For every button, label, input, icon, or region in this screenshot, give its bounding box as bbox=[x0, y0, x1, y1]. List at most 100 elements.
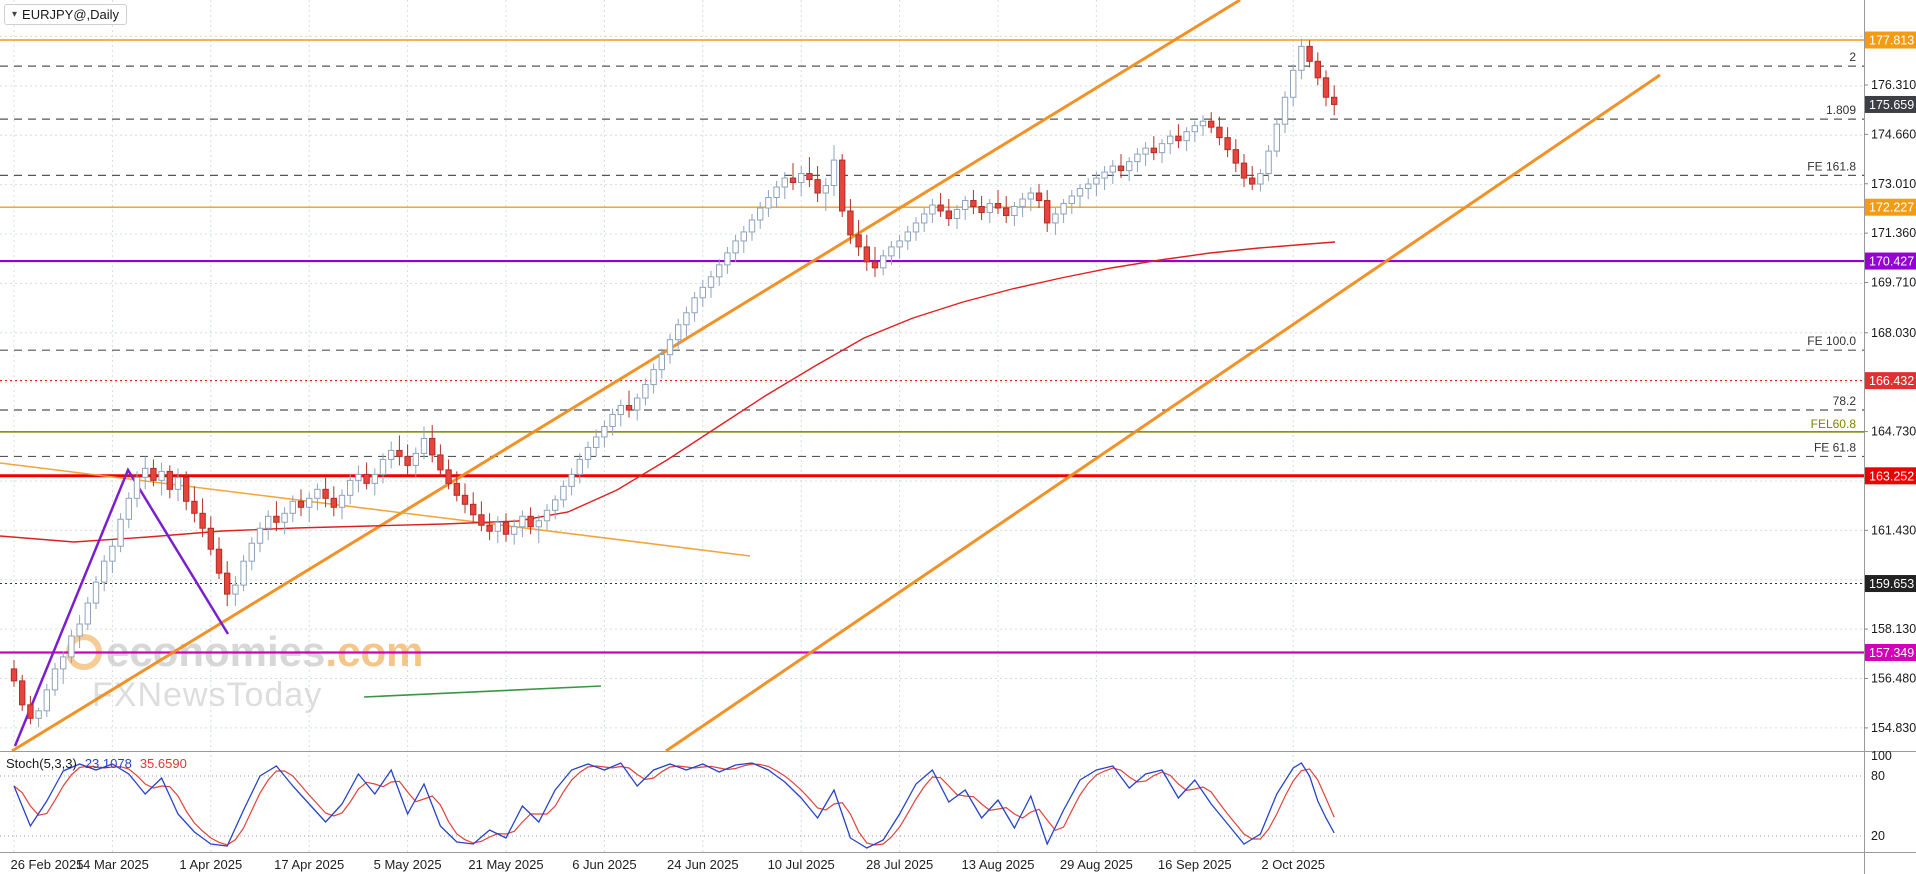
candle-body bbox=[363, 473, 370, 484]
candle-body bbox=[1199, 120, 1207, 127]
candle-body bbox=[978, 206, 985, 213]
candle-body bbox=[986, 203, 993, 213]
candle-body bbox=[232, 584, 239, 595]
candle-body bbox=[650, 369, 657, 386]
price-axis[interactable]: 176.310 174.660 173.010 171.360 169.710 168.0… bbox=[1864, 31, 1916, 735]
price-level-box-label: 172.227 bbox=[1869, 201, 1914, 215]
price-tick-label: 156.480 bbox=[1871, 671, 1916, 685]
svg-text:FXNewsToday: FXNewsToday bbox=[92, 676, 322, 714]
candle-body bbox=[732, 240, 739, 254]
candle-body bbox=[1281, 96, 1289, 125]
symbol-text: EURJPY@,Daily bbox=[22, 7, 120, 22]
candle-body bbox=[84, 602, 91, 625]
candle-body bbox=[1249, 177, 1256, 185]
price-tick-label: 174.660 bbox=[1871, 127, 1916, 141]
candle-body bbox=[716, 264, 723, 278]
candle-body bbox=[1167, 135, 1174, 145]
price-level-box bbox=[1865, 467, 1916, 485]
candle-body bbox=[724, 252, 731, 266]
candle-body bbox=[535, 520, 542, 528]
price-level-box bbox=[1865, 643, 1916, 661]
date-tick-label: 14 Mar 2025 bbox=[75, 857, 149, 872]
price-level-box-label: 177.813 bbox=[1869, 34, 1914, 48]
grid bbox=[0, 0, 1864, 852]
candle-body bbox=[445, 469, 452, 484]
price-level-box bbox=[1865, 198, 1916, 216]
candle-body bbox=[470, 503, 477, 516]
candle-body bbox=[166, 470, 174, 490]
price-tick-label: 168.030 bbox=[1871, 326, 1916, 340]
candle-body bbox=[953, 208, 961, 219]
price-level-box-label: 159.653 bbox=[1869, 577, 1914, 591]
candle-body bbox=[1290, 69, 1297, 98]
candle-body bbox=[1306, 45, 1313, 62]
candle-body bbox=[453, 482, 461, 496]
candle-body bbox=[1011, 206, 1018, 216]
stoch-panel[interactable] bbox=[0, 762, 1864, 849]
candle-body bbox=[322, 488, 329, 499]
candle-body bbox=[27, 704, 34, 719]
stoch-tick-label: 80 bbox=[1871, 769, 1885, 783]
candle-body bbox=[830, 159, 838, 187]
candle-body bbox=[43, 689, 50, 712]
price-level-box-label: 170.427 bbox=[1869, 255, 1914, 269]
candle-body bbox=[658, 354, 665, 371]
symbol-label[interactable]: ▾ EURJPY@,Daily bbox=[4, 4, 128, 25]
candle-body bbox=[1208, 120, 1215, 128]
stoch-indicator-label: Stoch(5,3,3) 23.1078 35.6590 bbox=[6, 756, 187, 771]
fibonacci-expansion-lines: 2 1.809 FE 161.8 FE 100.0 78.2 FE 61.8 FEL60.8 bbox=[0, 50, 1864, 458]
candle-body bbox=[1175, 135, 1182, 142]
candle-body bbox=[584, 446, 592, 460]
candle-body bbox=[68, 635, 75, 658]
price-level-box-label: 175.659 bbox=[1869, 98, 1914, 112]
candle-body bbox=[675, 324, 682, 341]
candle-body bbox=[773, 186, 780, 199]
chart-type-icon: ▾ bbox=[12, 9, 18, 20]
fib-level-label: 1.809 bbox=[1826, 103, 1856, 117]
candle-body bbox=[1134, 153, 1141, 163]
candle-body bbox=[552, 499, 559, 511]
ascending-channel-lower bbox=[665, 73, 1661, 753]
candle-body bbox=[1126, 161, 1133, 172]
candle-body bbox=[330, 497, 338, 508]
candle-body bbox=[839, 159, 846, 212]
candle-body bbox=[51, 668, 59, 691]
candles bbox=[10, 38, 1338, 728]
candle-body bbox=[962, 200, 969, 210]
candle-body bbox=[1158, 143, 1166, 154]
candle-body bbox=[297, 500, 305, 508]
candle-body bbox=[699, 286, 706, 299]
candle-body bbox=[35, 710, 42, 719]
candle-body bbox=[568, 473, 575, 487]
candle-body bbox=[757, 207, 764, 221]
candle-body bbox=[1093, 177, 1100, 185]
candle-body bbox=[1019, 198, 1026, 208]
candle-body bbox=[863, 246, 870, 263]
candle-body bbox=[511, 526, 518, 535]
candle-body bbox=[215, 548, 223, 574]
stoch-axis[interactable]: 100 80 20 bbox=[1871, 749, 1892, 843]
date-tick-label: 21 May 2025 bbox=[468, 857, 544, 872]
candle-body bbox=[437, 454, 444, 471]
price-tick-label: 164.730 bbox=[1871, 425, 1916, 439]
candle-body bbox=[798, 173, 805, 184]
candle-body bbox=[142, 467, 149, 478]
time-axis[interactable]: 26 Feb 2025 14 Mar 2025 1 Apr 2025 17 Apr 2… bbox=[0, 853, 1916, 874]
price-tick-label: 161.430 bbox=[1871, 523, 1916, 537]
fib-olive-label: FEL60.8 bbox=[1811, 417, 1857, 431]
candle-body bbox=[847, 210, 854, 236]
candle-body bbox=[970, 200, 977, 208]
dotted-levels bbox=[0, 380, 1864, 585]
candle-body bbox=[806, 173, 813, 181]
candle-body bbox=[921, 213, 928, 224]
candle-body bbox=[593, 436, 600, 448]
candle-body bbox=[748, 219, 756, 233]
candle-body bbox=[642, 384, 649, 399]
candle-body bbox=[1101, 171, 1108, 179]
candle-body bbox=[101, 560, 108, 583]
candle-body bbox=[199, 512, 206, 529]
candle-body bbox=[1109, 165, 1116, 173]
price-tick-label: 169.710 bbox=[1871, 276, 1916, 290]
candle-body bbox=[765, 197, 772, 209]
